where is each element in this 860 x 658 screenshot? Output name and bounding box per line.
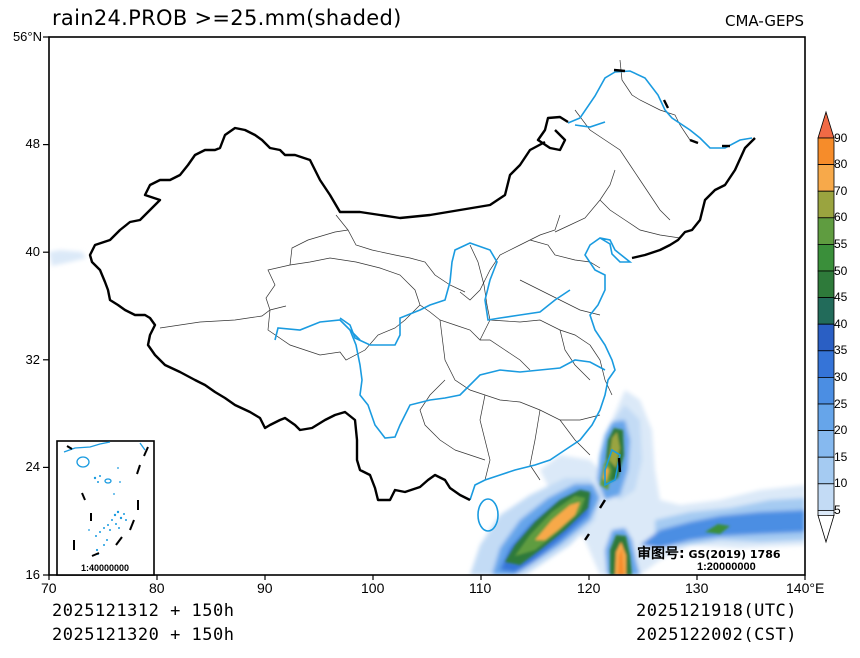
valid-time-cst: 2025122002(CST) [636, 625, 798, 645]
lon-label-90: 90 [257, 580, 273, 596]
colorbar-label-50: 50 [834, 264, 848, 278]
lat-label-32: 32 [25, 352, 40, 367]
lon-label-70: 70 [41, 580, 57, 596]
province-boundaries [159, 59, 691, 481]
colorbar-label-10: 10 [834, 476, 848, 490]
approval-code: GS(2019) 1786 [684, 548, 781, 561]
model-source-label: CMA-GEPS [725, 12, 804, 30]
colorbar [817, 110, 835, 544]
colorbar-label-60: 60 [834, 210, 848, 224]
lon-label-140: 140°E [786, 580, 825, 596]
colorbar-label-90: 90 [834, 131, 848, 145]
national-border [88, 68, 756, 541]
colorbar-top-arrow [817, 110, 835, 139]
lon-label-120: 120 [577, 580, 601, 596]
lon-label-130: 130 [685, 580, 709, 596]
colorbar-label-30: 30 [834, 370, 848, 384]
colorbar-label-35: 35 [834, 343, 848, 357]
colorbar-label-20: 20 [834, 423, 848, 437]
lon-label-100: 100 [361, 580, 385, 596]
lat-label-56: 56°N [12, 29, 42, 44]
colorbar-label-25: 25 [834, 397, 848, 411]
colorbar-bottom-arrow [817, 515, 835, 544]
colorbar-label-5: 5 [834, 503, 841, 517]
lat-label-16: 16 [25, 567, 40, 582]
approval-label: 审图号: [637, 546, 685, 562]
lon-label-80: 80 [149, 580, 165, 596]
inset-map-scale: 1:40000000 [81, 563, 130, 573]
lat-label-40: 40 [25, 244, 40, 259]
valid-time-utc: 2025121918(UTC) [636, 601, 798, 621]
map-approval-number: 审图号: GS(2019) 1786 [637, 543, 781, 563]
colorbar-label-45: 45 [834, 290, 848, 304]
rivers [274, 70, 753, 532]
colorbar-label-70: 70 [834, 184, 848, 198]
colorbar-label-15: 15 [834, 450, 848, 464]
lon-label-110: 110 [469, 580, 492, 596]
colorbar-label-55: 55 [834, 237, 848, 251]
init-time-cst: 2025121320 + 150h [52, 625, 235, 645]
lat-label-48: 48 [25, 136, 40, 151]
precip-probability-shading [49, 250, 805, 575]
chart-title: rain24.PROB >=25.mm(shaded) [52, 6, 402, 30]
south-china-sea-inset [56, 440, 155, 576]
lat-label-24: 24 [25, 459, 40, 474]
axis-ticks [43, 36, 806, 580]
colorbar-label-80: 80 [834, 157, 848, 171]
main-map-scale: 1:20000000 [697, 561, 756, 573]
colorbar-label-40: 40 [834, 317, 848, 331]
init-time-utc: 2025121312 + 150h [52, 601, 235, 621]
map-frame [48, 36, 806, 576]
